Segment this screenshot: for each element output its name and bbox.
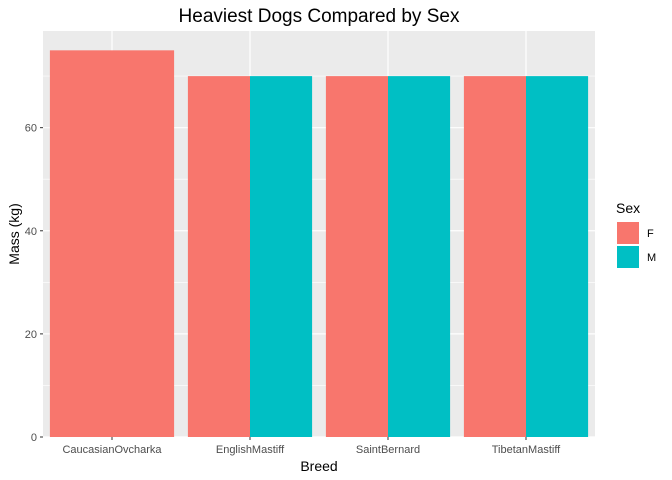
- y-tick-label: 0: [31, 432, 37, 444]
- bar-englishmastiff-f: [187, 76, 250, 437]
- y-axis-title: Mass (kg): [6, 203, 22, 264]
- bar-tibetanmastiff-m: [526, 76, 589, 437]
- legend: Sex FM: [616, 200, 656, 268]
- bar-englishmastiff-m: [250, 76, 313, 437]
- bar-saintbernard-m: [388, 76, 451, 437]
- x-tick-label: SaintBernard: [356, 444, 420, 456]
- legend-key-m: [617, 246, 639, 268]
- chart-title: Heaviest Dogs Compared by Sex: [179, 6, 460, 27]
- x-tick-label: EnglishMastiff: [216, 444, 285, 456]
- x-tick-label: CaucasianOvcharka: [62, 444, 162, 456]
- bar-tibetanmastiff-f: [463, 76, 526, 437]
- y-tick-label: 40: [25, 226, 37, 238]
- legend-title: Sex: [616, 200, 640, 216]
- bar-caucasianovcharka-f: [49, 50, 175, 437]
- bar-saintbernard-f: [325, 76, 388, 437]
- x-axis-title: Breed: [300, 458, 337, 474]
- x-tick-label: TibetanMastiff: [492, 444, 561, 456]
- x-axis: CaucasianOvcharka EnglishMastiff SaintBern…: [62, 437, 561, 456]
- legend-label-m: M: [647, 252, 656, 264]
- legend-label-f: F: [647, 228, 654, 240]
- y-tick-label: 60: [25, 123, 37, 135]
- y-axis: 0 20 40 60: [25, 123, 43, 444]
- bars: [49, 50, 589, 437]
- y-tick-label: 20: [25, 329, 37, 341]
- legend-key-f: [617, 222, 639, 244]
